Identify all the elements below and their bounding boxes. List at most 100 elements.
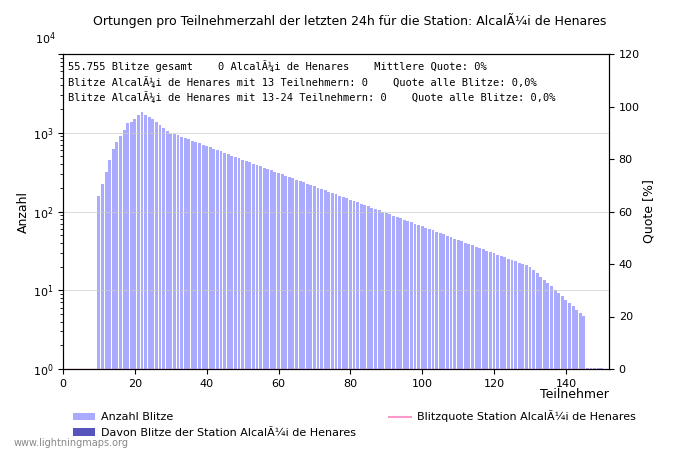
Bar [108,160,111,450]
Bar [324,190,327,450]
Bar [439,233,442,450]
Bar [122,130,125,450]
Bar [130,122,133,450]
Bar [112,148,115,450]
Bar [367,207,370,450]
Text: www.lightningmaps.org: www.lightningmaps.org [14,438,129,448]
Bar [288,177,290,450]
Bar [539,277,542,450]
Bar [328,192,330,450]
Bar [151,119,154,450]
Bar [597,368,600,450]
Bar [399,218,402,450]
Bar [237,158,241,450]
Bar [496,255,499,450]
Bar [212,149,216,450]
Bar [155,122,158,450]
Bar [442,234,445,450]
Bar [241,160,244,450]
Bar [274,171,276,450]
Bar [295,180,298,450]
Bar [180,137,183,450]
Bar [489,252,492,450]
Bar [421,226,424,450]
Bar [382,212,384,450]
Bar [370,208,373,450]
Text: $10^4$: $10^4$ [35,31,56,47]
Bar [461,241,463,450]
Bar [166,131,169,450]
Bar [245,161,248,450]
Text: 55.755 Blitze gesamt    0 AlcalÃ¼i de Henares    Mittlere Quote: 0%
Blitze Alcal: 55.755 Blitze gesamt 0 AlcalÃ¼i de Henar… [69,60,556,104]
Bar [335,194,337,450]
Text: Teilnehmer: Teilnehmer [540,388,609,401]
Bar [191,141,194,450]
Bar [162,128,165,450]
Bar [475,247,477,450]
Bar [424,228,427,450]
Bar [428,229,430,450]
Bar [266,169,270,450]
Y-axis label: Quote [%]: Quote [%] [643,180,656,243]
Bar [395,217,398,450]
Bar [525,266,528,450]
Bar [385,213,388,450]
Bar [493,253,496,450]
Legend: Anzahl Blitze, Davon Blitze der Station AlcalÃ¼i de Henares, Blitzquote Station : Anzahl Blitze, Davon Blitze der Station … [69,406,641,442]
Bar [392,216,395,450]
Text: Ortungen pro Teilnehmerzahl der letzten 24h für die Station: AlcalÃ¼i de Henares: Ortungen pro Teilnehmerzahl der letzten … [93,14,607,28]
Bar [144,115,147,450]
Bar [453,238,456,450]
Bar [449,237,452,450]
Bar [446,236,449,450]
Bar [134,119,136,450]
Bar [234,157,237,450]
Bar [431,230,435,450]
Bar [593,368,596,450]
Bar [302,182,305,450]
Bar [378,211,381,450]
Bar [586,368,589,450]
Bar [572,306,575,450]
Bar [510,260,514,450]
Bar [471,245,474,450]
Bar [543,280,546,450]
Bar [141,112,144,450]
Bar [299,181,302,450]
Bar [345,198,348,450]
Bar [205,146,208,450]
Bar [148,117,150,450]
Bar [259,166,262,450]
Bar [216,150,219,450]
Bar [306,184,309,450]
Bar [503,257,506,450]
Bar [500,256,503,450]
Bar [183,138,187,450]
Bar [518,263,521,450]
Bar [202,145,204,450]
Bar [248,162,251,450]
Bar [291,178,294,450]
Bar [126,123,129,450]
Bar [522,264,524,450]
Bar [188,140,190,450]
Bar [564,300,567,450]
Bar [349,200,352,450]
Bar [478,248,481,450]
Bar [252,163,255,450]
Bar [554,290,556,450]
Bar [230,156,233,450]
Bar [374,209,377,450]
Bar [331,193,334,450]
Bar [176,135,179,450]
Bar [209,148,211,450]
Bar [284,176,287,450]
Bar [309,185,312,450]
Bar [414,224,416,450]
Bar [320,189,323,450]
Bar [158,125,162,450]
Bar [281,174,284,450]
Bar [360,204,363,450]
Bar [313,186,316,450]
Bar [547,283,550,450]
